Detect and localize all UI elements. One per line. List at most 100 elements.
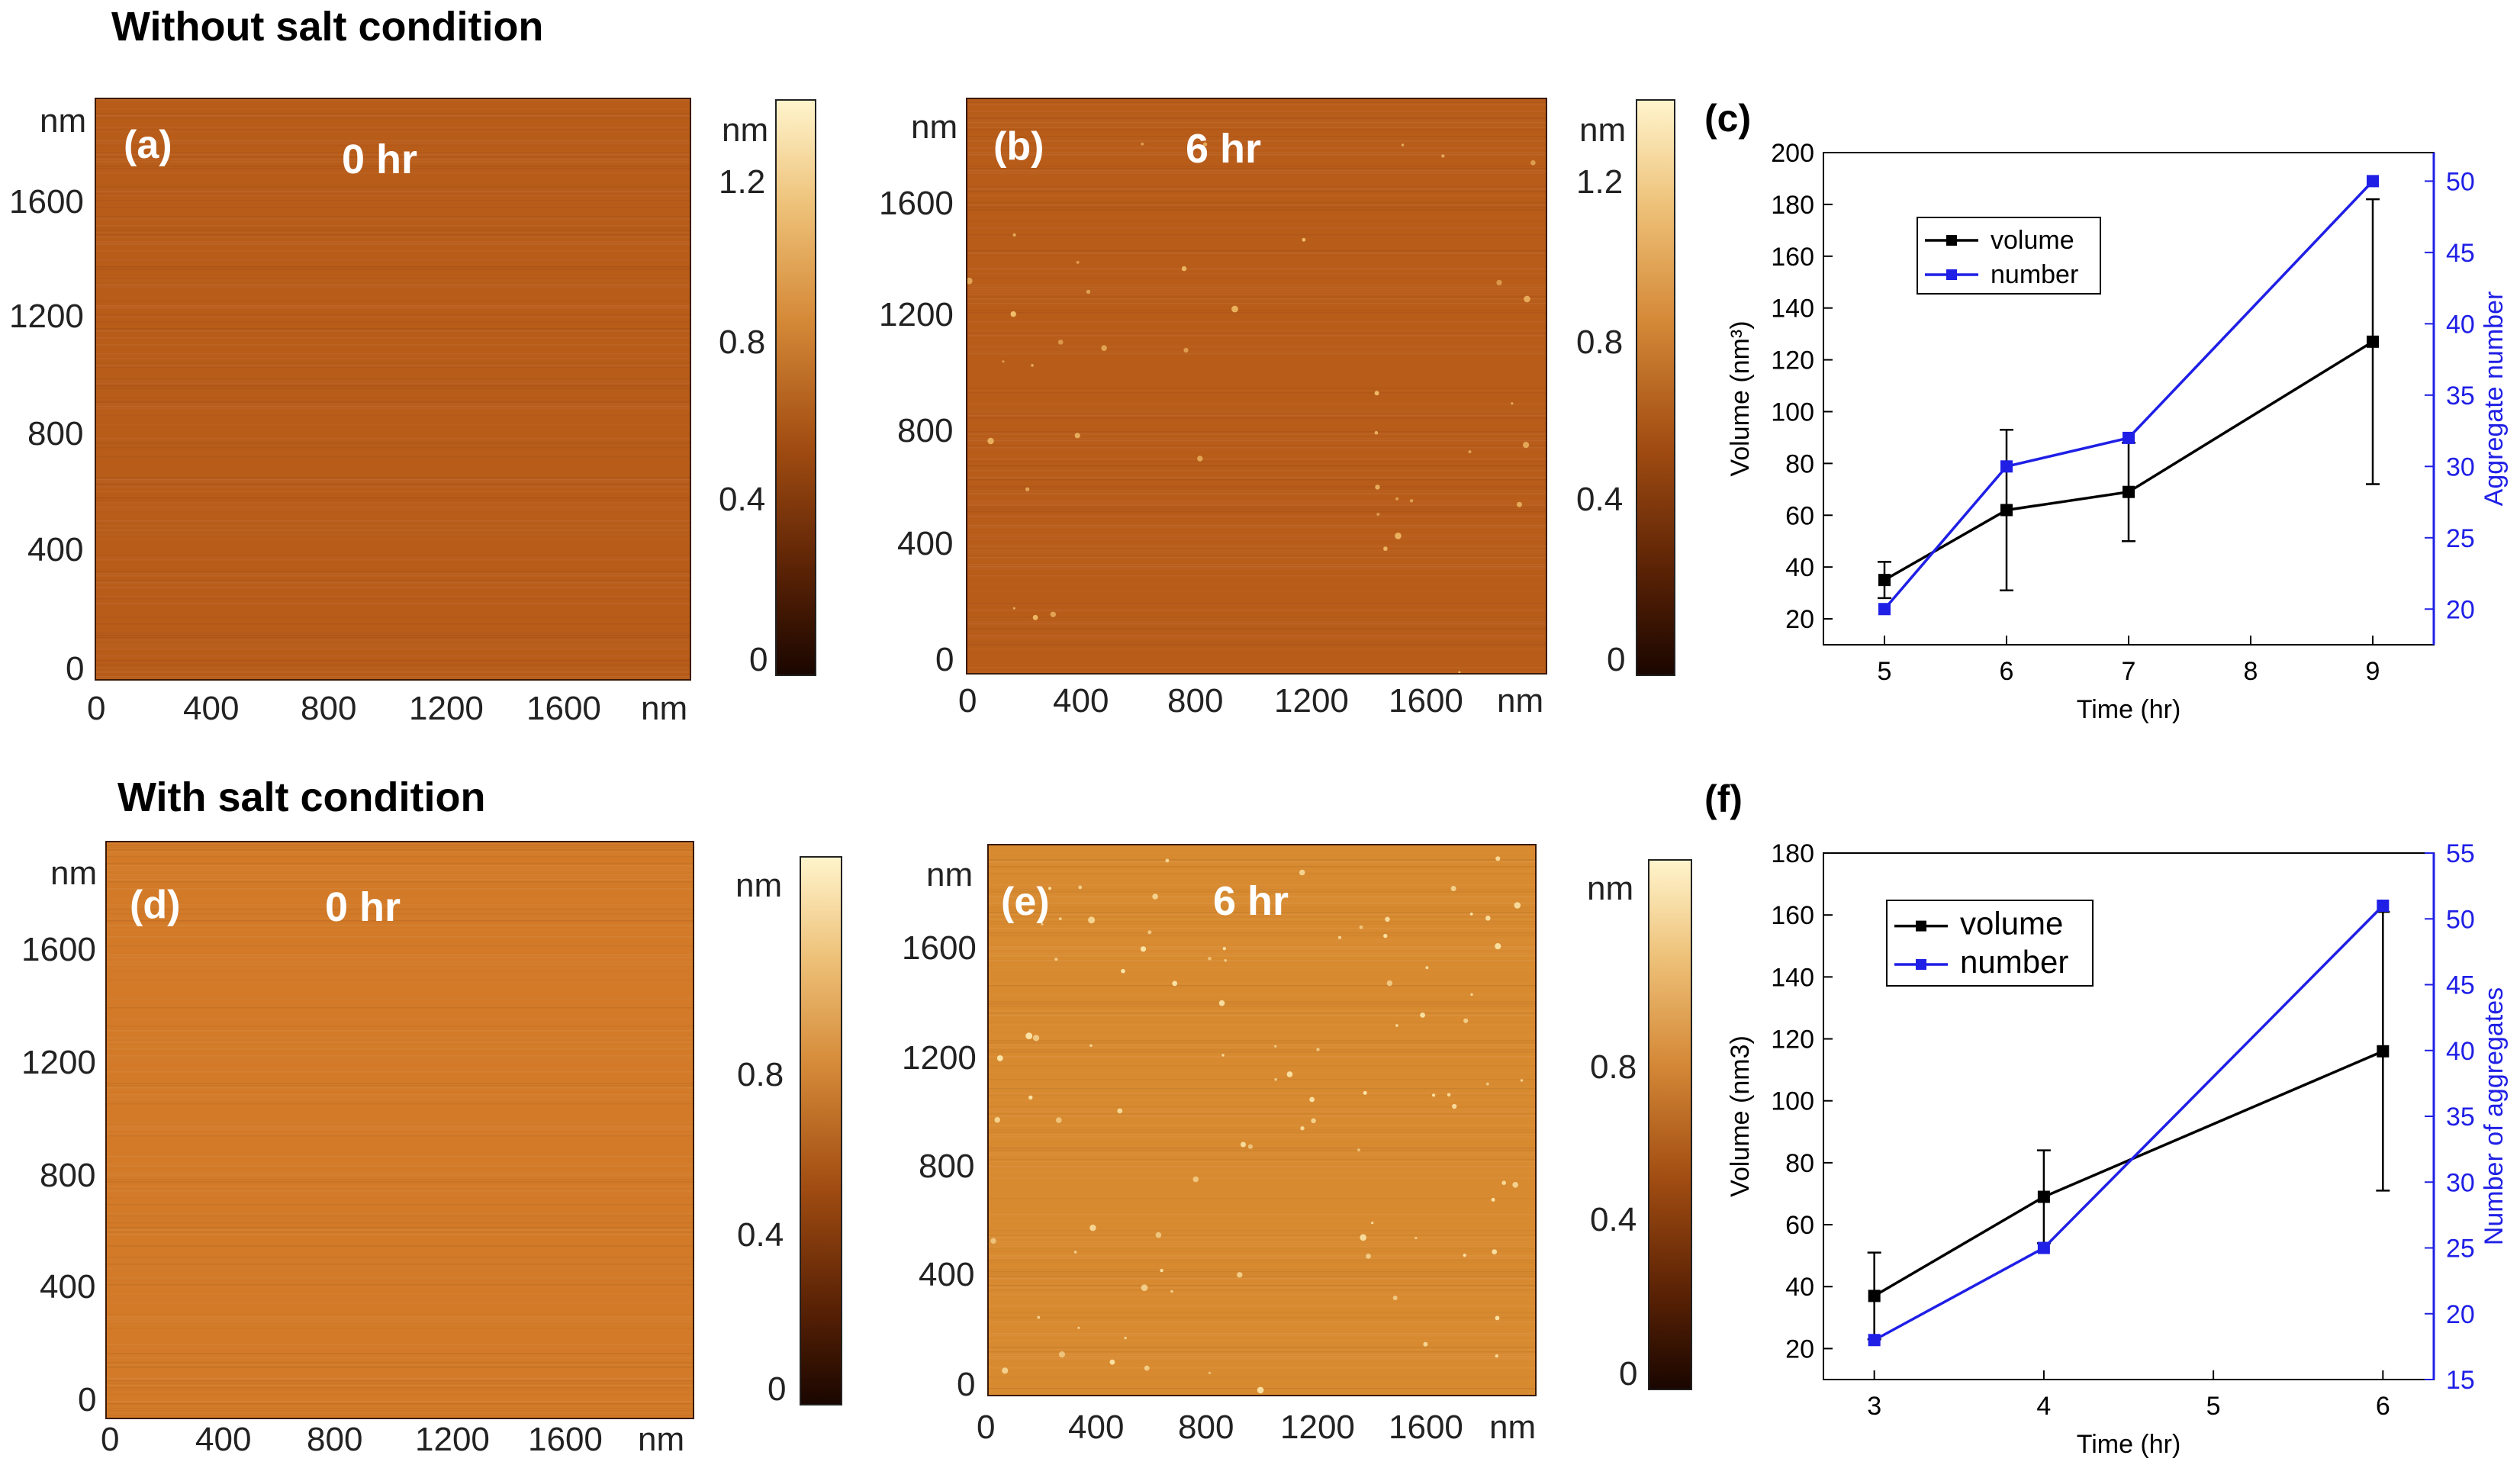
aggregate-speck	[1432, 1093, 1436, 1097]
scan-line	[96, 447, 690, 449]
aggregate-speck	[1257, 1386, 1264, 1394]
scan-line	[96, 317, 690, 318]
aggregate-speck	[1086, 289, 1091, 295]
scan-line	[989, 884, 1535, 886]
scan-line	[989, 1001, 1535, 1003]
scan-line	[107, 852, 693, 853]
scan-line	[989, 1276, 1535, 1277]
aggregate-speck	[1395, 1024, 1398, 1027]
scan-line	[989, 1134, 1535, 1135]
scan-line	[107, 1394, 693, 1396]
aggregate-speck	[1025, 1032, 1033, 1039]
scan-line	[989, 1088, 1535, 1090]
aggregate-speck	[1202, 142, 1208, 146]
scan-line	[967, 491, 1546, 492]
aggregate-speck	[1031, 364, 1034, 367]
aggregate-speck	[1463, 1254, 1466, 1257]
scan-line	[107, 1174, 693, 1176]
y-right-tick-label: 20	[2446, 595, 2475, 624]
y-tick-e-800: 800	[919, 1148, 975, 1185]
colorbar-a	[775, 99, 816, 676]
aggregate-speck	[1371, 1222, 1374, 1225]
aggregate-speck	[1316, 1048, 1320, 1051]
aggregate-speck	[1141, 1284, 1148, 1291]
chart-f: 3 4 5 6204060801001201401601801520253035404…	[1726, 839, 2509, 1459]
aggregate-speck	[1197, 456, 1203, 462]
x-tick-d-400: 400	[195, 1421, 252, 1458]
scan-line	[989, 1260, 1535, 1261]
aggregate-speck	[1311, 1118, 1316, 1124]
scan-line	[107, 1213, 693, 1215]
scan-line	[96, 406, 690, 407]
scan-line	[989, 912, 1535, 913]
scan-line	[107, 845, 693, 846]
scan-line	[96, 452, 690, 453]
aggregate-speck	[1140, 946, 1147, 952]
scan-line	[967, 628, 1546, 629]
aggregate-speck	[1374, 430, 1379, 435]
scan-line	[989, 852, 1535, 854]
scan-line	[967, 298, 1546, 300]
aggregate-speck	[1383, 933, 1388, 939]
scan-line	[967, 623, 1546, 625]
x-tick-d-1200: 1200	[415, 1421, 490, 1458]
scan-line	[967, 447, 1546, 449]
scan-line	[989, 935, 1535, 936]
scan-line	[107, 909, 693, 910]
scan-line	[989, 1049, 1535, 1051]
scan-line	[107, 1222, 693, 1224]
scan-line	[96, 644, 690, 646]
scan-line	[989, 1035, 1535, 1037]
scan-line	[967, 333, 1546, 334]
x-tick-b-400: 400	[1053, 682, 1109, 720]
y-tick-e-400: 400	[919, 1256, 975, 1293]
scan-line	[967, 404, 1546, 405]
aggregate-speck	[1160, 1268, 1163, 1273]
colorbar-tick-d-0.4: 0.4	[737, 1216, 784, 1254]
aggregate-speck	[1121, 968, 1125, 974]
panel-label-a: (a)	[124, 123, 172, 167]
aggregate-speck	[1170, 1290, 1173, 1293]
colorbar-tick-b-1.2: 1.2	[1576, 163, 1624, 201]
scan-line	[967, 294, 1546, 295]
legend-label: number	[1991, 260, 2078, 289]
afm-image-a	[95, 98, 691, 681]
scan-line	[967, 291, 1546, 293]
aggregate-speck	[996, 1055, 1003, 1061]
data-point-number	[2367, 175, 2379, 188]
y-tick-label: 100	[1771, 398, 1814, 427]
y-tick-b-400: 400	[897, 525, 954, 562]
scan-line	[967, 346, 1546, 348]
scan-line	[96, 200, 690, 201]
scan-line	[96, 401, 690, 403]
scan-line	[967, 438, 1546, 440]
scan-line	[107, 1232, 693, 1233]
colorbar-tick-a-1.2: 1.2	[719, 163, 766, 201]
scan-line	[989, 1100, 1535, 1101]
scan-line	[96, 557, 690, 559]
scan-line	[967, 509, 1546, 510]
scan-line	[107, 1401, 693, 1402]
scan-line	[107, 1019, 693, 1020]
scan-line	[96, 305, 690, 307]
x-tick-label: 5	[2206, 1392, 2221, 1421]
x-tick-label: 9	[2366, 657, 2380, 686]
scan-line	[107, 1227, 693, 1228]
scan-line	[967, 204, 1546, 206]
aggregate-speck	[1458, 671, 1461, 673]
scan-line	[967, 269, 1546, 270]
scan-line	[989, 859, 1535, 861]
scan-line	[107, 1133, 693, 1135]
scan-line	[107, 1245, 693, 1247]
scan-line	[989, 1022, 1535, 1023]
scan-line	[967, 566, 1546, 568]
scan-line	[107, 1302, 693, 1304]
aggregate-speck	[1147, 930, 1152, 935]
scan-line	[96, 365, 690, 366]
scan-line	[107, 998, 693, 1000]
aggregate-speck	[1520, 1079, 1524, 1082]
scan-line	[107, 1367, 693, 1368]
scan-line	[967, 417, 1546, 419]
scan-line	[96, 301, 690, 302]
aggregate-speck	[1058, 917, 1062, 920]
